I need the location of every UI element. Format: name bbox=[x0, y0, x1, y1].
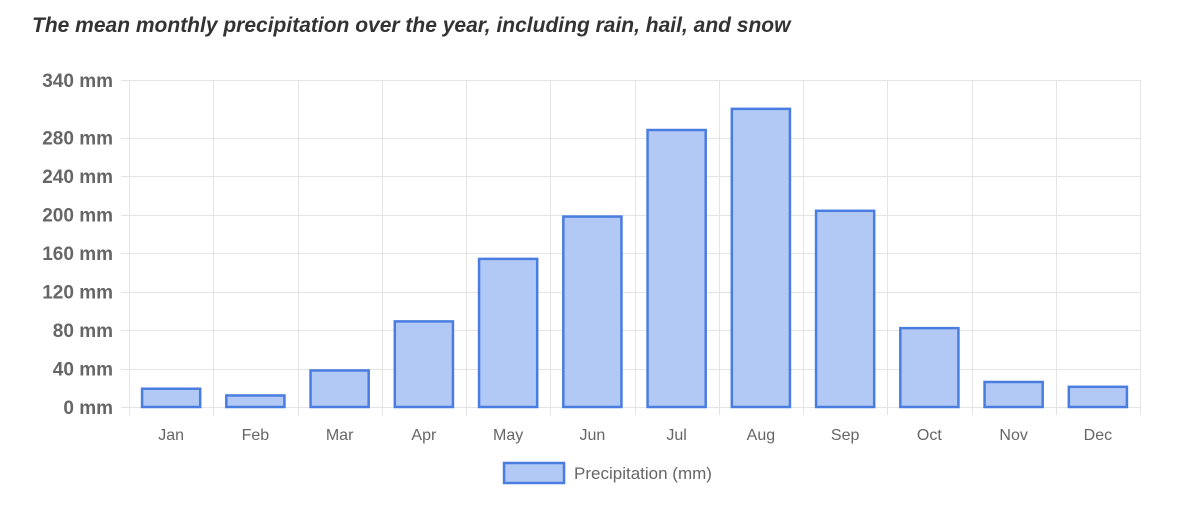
y-tick-label: 340 mm bbox=[42, 71, 113, 92]
legend-swatch[interactable] bbox=[502, 461, 566, 485]
bar-feb[interactable] bbox=[225, 394, 286, 409]
bars bbox=[140, 107, 1129, 409]
x-tick-label: Jul bbox=[666, 427, 686, 444]
y-tick-label: 160 mm bbox=[42, 244, 113, 265]
x-tick-label: Dec bbox=[1084, 427, 1112, 444]
y-tick-label: 40 mm bbox=[53, 360, 113, 381]
bar-jun[interactable] bbox=[562, 215, 623, 409]
x-tick-label: Jan bbox=[158, 427, 184, 444]
bar-mar[interactable] bbox=[309, 369, 370, 409]
x-tick-label: Sep bbox=[831, 427, 860, 444]
x-tick-label: May bbox=[493, 427, 523, 444]
bar-sep[interactable] bbox=[814, 209, 876, 409]
bar-aug[interactable] bbox=[730, 107, 792, 409]
bar-jan[interactable] bbox=[140, 387, 202, 409]
y-axis-ticks: 0 mm 40 mm 80 mm 120 mm 160 mm 200 mm 240 mm 28… bbox=[42, 71, 113, 419]
y-tick-label: 240 mm bbox=[42, 167, 113, 188]
bar-apr[interactable] bbox=[393, 320, 455, 409]
legend-label[interactable]: Precipitation (mm) bbox=[574, 464, 712, 483]
bar-jul[interactable] bbox=[646, 128, 707, 409]
y-tick-label: 280 mm bbox=[42, 129, 113, 150]
y-tick-label: 0 mm bbox=[63, 398, 113, 419]
bar-dec[interactable] bbox=[1067, 385, 1129, 409]
bar-may[interactable] bbox=[477, 257, 539, 409]
x-tick-label: Aug bbox=[747, 427, 775, 444]
x-axis-ticks: Jan Feb Mar Apr May Jun Jul Aug Sep Oct Nov Dec bbox=[158, 427, 1112, 444]
x-tick-label: Feb bbox=[242, 427, 270, 444]
x-tick-label: Jun bbox=[579, 427, 605, 444]
x-tick-label: Apr bbox=[411, 427, 437, 444]
x-tick-label: Mar bbox=[326, 427, 354, 444]
legend[interactable]: Precipitation (mm) bbox=[502, 461, 712, 485]
x-tick-label: Nov bbox=[999, 427, 1027, 444]
y-tick-label: 80 mm bbox=[53, 321, 113, 342]
y-tick-label: 120 mm bbox=[42, 283, 113, 304]
y-tick-label: 200 mm bbox=[42, 206, 113, 227]
x-tick-label: Oct bbox=[917, 427, 942, 444]
bar-nov[interactable] bbox=[983, 380, 1044, 409]
grid-lines bbox=[121, 80, 1141, 415]
bar-oct[interactable] bbox=[899, 326, 960, 409]
chart-title: The mean monthly precipitation over the … bbox=[32, 14, 791, 37]
